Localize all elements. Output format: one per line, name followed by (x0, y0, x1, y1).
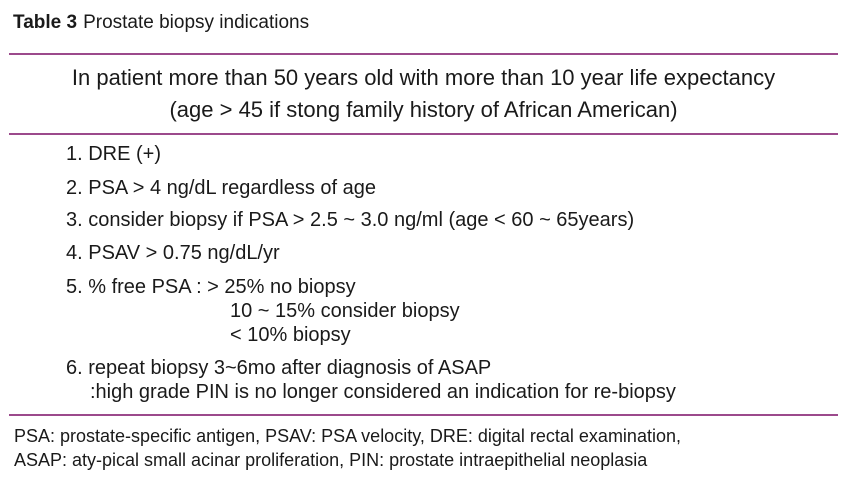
criterion-4: 4. PSAV > 0.75 ng/dL/yr (66, 241, 280, 265)
criterion-1: 1. DRE (+) (66, 142, 161, 166)
table-caption: Table 3 Prostate biopsy indications (13, 12, 309, 34)
criterion-5: 5. % free PSA : > 25% no biopsy 10 ~ 15%… (66, 275, 460, 347)
header-rule (9, 133, 838, 135)
criterion-3-text: 3. consider biopsy if PSA > 2.5 ~ 3.0 ng… (66, 209, 635, 231)
footnote-line-2: ASAP: aty-pical small acinar proliferati… (14, 450, 648, 470)
criterion-5-sub-1: 10 ~ 15% consider biopsy (230, 300, 460, 322)
criterion-1-text: 1. DRE (+) (66, 143, 162, 165)
table-footnote: PSA: prostate-specific antigen, PSAV: PS… (14, 424, 681, 472)
criterion-4-text: 4. PSAV > 0.75 ng/dL/yr (66, 242, 280, 264)
criterion-6-text: 6. repeat biopsy 3~6mo after diagnosis o… (66, 357, 492, 379)
criterion-5-text: 5. % free PSA : > 25% no biopsy (66, 276, 356, 298)
table-header: In patient more than 50 years old with m… (9, 62, 838, 126)
header-line-1: In patient more than 50 years old with m… (71, 65, 776, 90)
header-line-2: (age > 45 if stong family history of Afr… (169, 97, 678, 122)
criterion-6: 6. repeat biopsy 3~6mo after diagnosis o… (66, 356, 676, 404)
footnote-line-1: PSA: prostate-specific antigen, PSAV: PS… (14, 426, 681, 446)
criterion-2-text: 2. PSA > 4 ng/dL regardless of age (66, 177, 377, 199)
criterion-5-sub-2: < 10% biopsy (230, 324, 351, 346)
criterion-3: 3. consider biopsy if PSA > 2.5 ~ 3.0 ng… (66, 208, 634, 232)
criterion-6-sub-1: :high grade PIN is no longer considered … (90, 381, 676, 403)
bottom-rule (9, 414, 838, 416)
criterion-2: 2. PSA > 4 ng/dL regardless of age (66, 176, 376, 200)
table-label: Table 3 (13, 12, 78, 33)
top-rule (9, 53, 838, 55)
table-title: Prostate biopsy indications (83, 12, 310, 33)
